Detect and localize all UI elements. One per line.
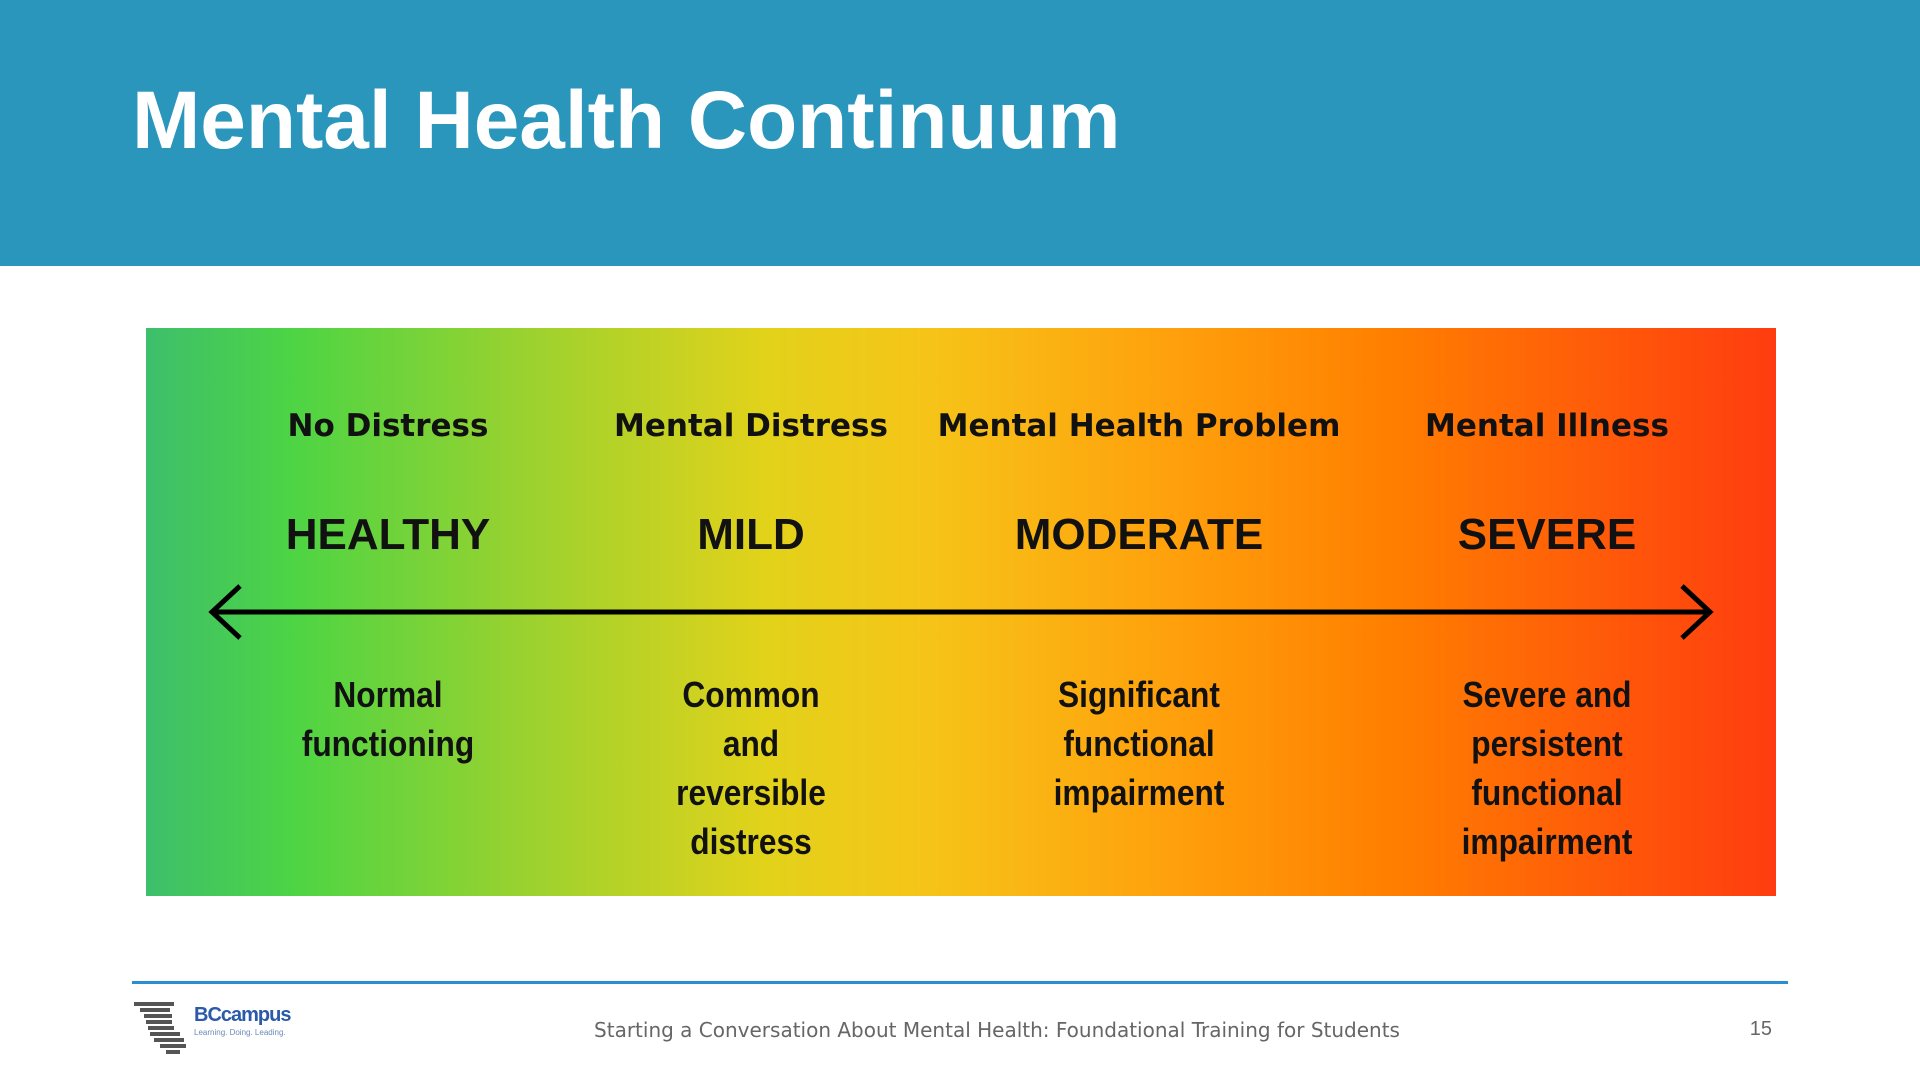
stage-label: No Distress — [287, 408, 489, 444]
header-band: Mental Health Continuum — [0, 0, 1920, 266]
stage: Mental Illness SEVERE Severe and persistent… — [1337, 328, 1757, 896]
description-line: functioning — [301, 723, 475, 764]
stage-label: Mental Illness — [1425, 408, 1669, 444]
stage-level: MILD — [697, 510, 805, 559]
stage-description: Severe and persistent functional impairment — [1337, 670, 1757, 866]
stage-level: SEVERE — [1457, 510, 1637, 559]
description-line: and — [722, 723, 780, 764]
stage-level: HEALTHY — [285, 510, 491, 559]
description-line: impairment — [1461, 821, 1633, 862]
description-line: persistent — [1471, 723, 1623, 764]
description-line: reversible — [676, 772, 826, 813]
continuum-arrow — [208, 584, 1714, 640]
footer-text: Starting a Conversation About Mental Hea… — [594, 1018, 1400, 1042]
stage-description: Significant functional impairment — [929, 670, 1349, 817]
stage: Mental Distress MILD Common and reversible di… — [541, 328, 961, 896]
logo-tagline: Learning. Doing. Leading. — [194, 1028, 286, 1037]
description-line: functional — [1471, 772, 1623, 813]
continuum-gradient: No Distress HEALTHY Normal functioning Menta… — [146, 328, 1776, 896]
description-line: impairment — [1053, 772, 1225, 813]
footer-rule — [132, 981, 1788, 984]
stage: No Distress HEALTHY Normal functioning — [178, 328, 598, 896]
description-line: Common — [682, 674, 820, 715]
logo-name: BCcampus — [194, 1004, 291, 1026]
description-line: Normal — [333, 674, 443, 715]
page-number: 15 — [1749, 1018, 1772, 1040]
description-line: Significant — [1058, 674, 1220, 715]
stage-description: Common and reversible distress — [541, 670, 961, 866]
stage-label: Mental Health Problem — [937, 408, 1341, 444]
slide-title: Mental Health Continuum — [132, 75, 1121, 166]
description-line: Severe and — [1462, 674, 1632, 715]
stage-description: Normal functioning — [178, 670, 598, 768]
stage-label: Mental Distress — [614, 408, 888, 444]
stage-level: MODERATE — [1014, 510, 1264, 559]
logo-icon — [134, 1002, 186, 1054]
description-line: distress — [690, 821, 812, 862]
description-line: functional — [1063, 723, 1215, 764]
stage: Mental Health Problem MODERATE Significant… — [929, 328, 1349, 896]
